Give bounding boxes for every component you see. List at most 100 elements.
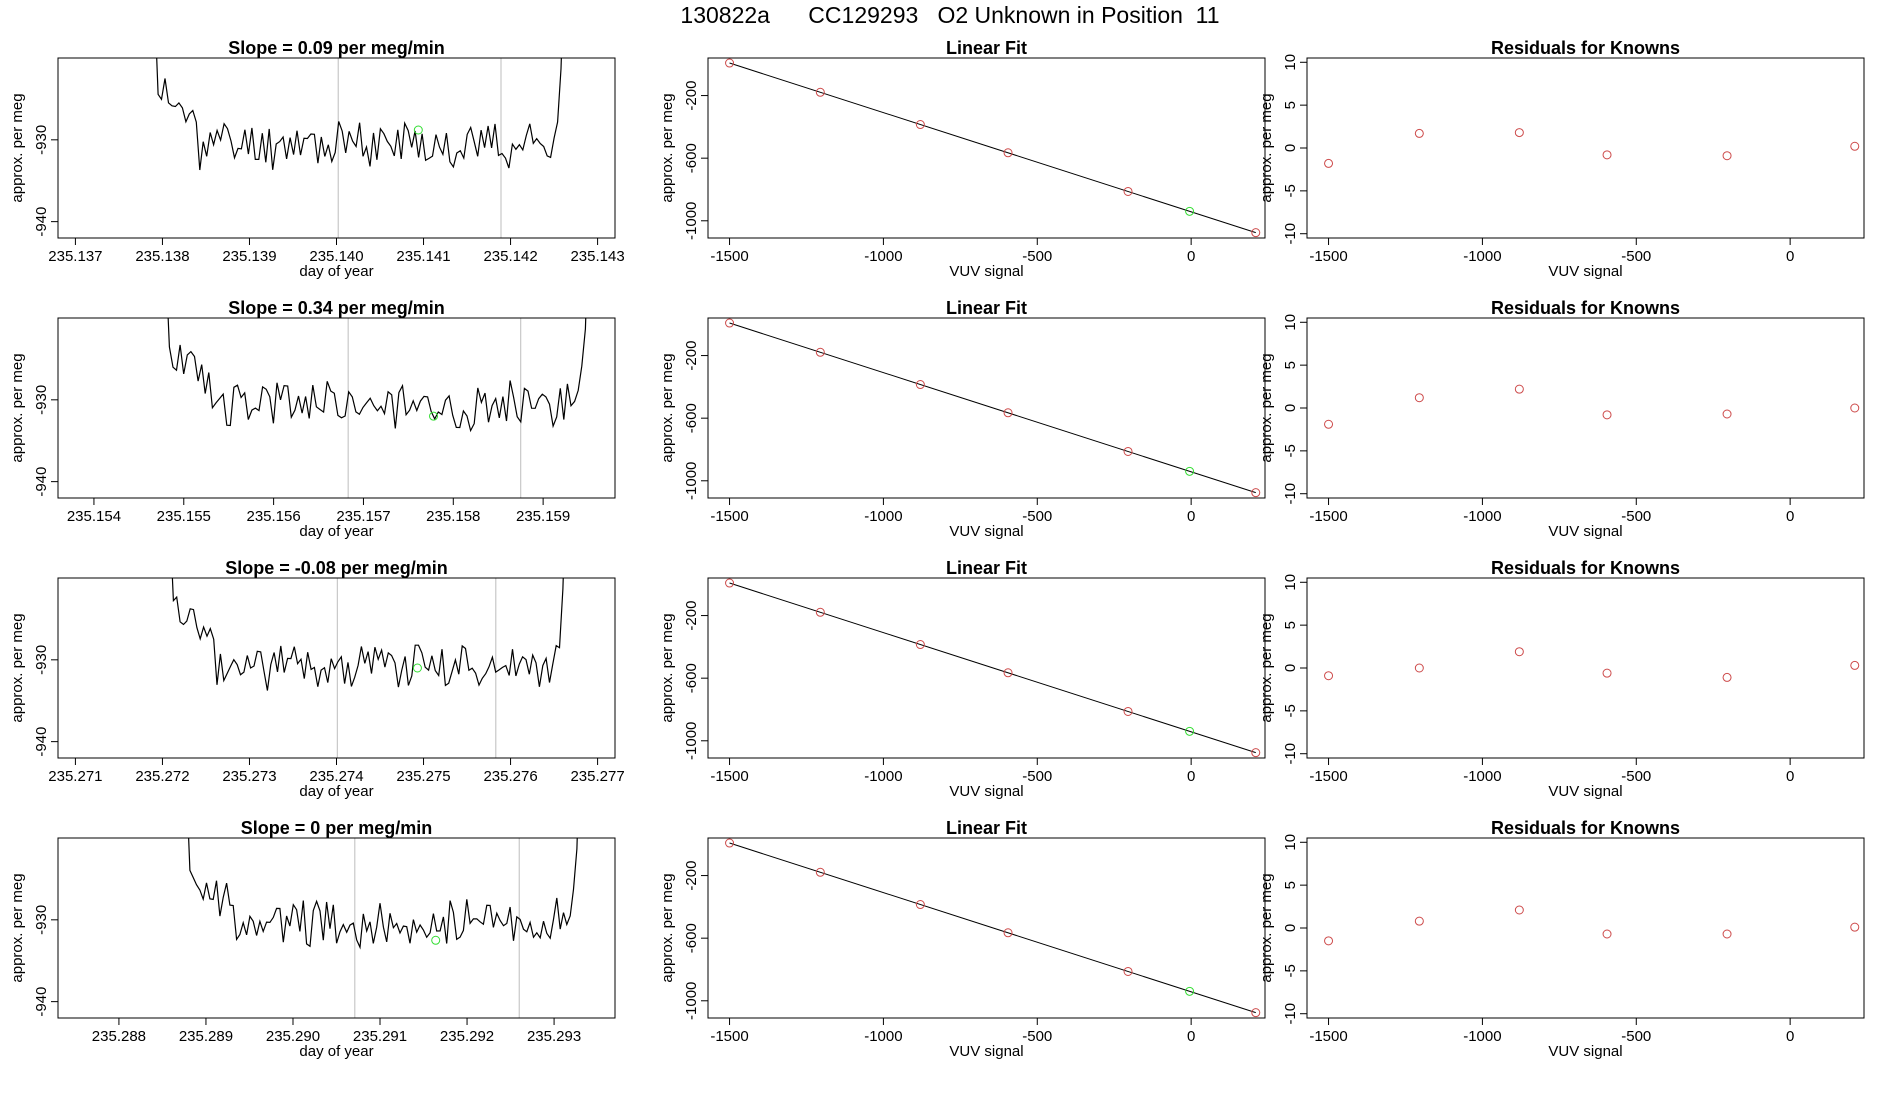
- x-axis-label: VUV signal: [949, 263, 1023, 280]
- plot-area: [171, 578, 564, 758]
- y-axis-label: approx. per meg: [659, 613, 676, 722]
- series-line: [171, 578, 564, 691]
- y-tick-label: -940: [33, 987, 50, 1017]
- y-axis-label: approx. per meg: [9, 93, 26, 202]
- y-axis-label: approx. per meg: [1258, 353, 1275, 462]
- unknown-point: [1185, 206, 1195, 216]
- panel-residuals-4: Residuals for Knowns -1500 -1000 -500 0 -10 -5…: [1258, 818, 1865, 1060]
- y-tick-label: -5: [1282, 704, 1299, 717]
- plot-area: [725, 318, 1261, 498]
- x-tick-label: -1000: [1463, 248, 1501, 265]
- panel-residuals-1: Residuals for Knowns -1500 -1000 -500 0 -10 -5…: [1258, 38, 1865, 280]
- x-tick-label: -1000: [1463, 508, 1501, 525]
- y-tick-label: 10: [1282, 834, 1299, 851]
- x-tick-label: -1000: [864, 1028, 902, 1045]
- y-tick-label: 5: [1282, 101, 1299, 109]
- plot-area: [156, 58, 562, 238]
- x-tick-label: 235.155: [157, 508, 211, 525]
- y-tick-label: 0: [1282, 404, 1299, 412]
- x-tick-label: 235.288: [92, 1028, 146, 1045]
- residual-point: [1602, 929, 1612, 939]
- panel-linear-fit-2: Linear Fit -1500 -1000 -500 0 -200 -600 -1000 VU…: [659, 298, 1266, 540]
- residual-point: [1414, 916, 1424, 926]
- plot-title: Residuals for Knowns: [1491, 298, 1680, 318]
- x-tick-label: -1500: [1309, 508, 1347, 525]
- series-line: [156, 58, 562, 171]
- series-line: [188, 838, 578, 950]
- x-axis-label: day of year: [299, 783, 373, 800]
- residual-point: [1850, 141, 1860, 151]
- known-point: [1251, 748, 1261, 758]
- panel-time-series-3: Slope = -0.08 per meg/min 235.271 235.272 2…: [9, 558, 625, 800]
- x-tick-label: 235.140: [309, 248, 363, 265]
- x-tick-label: -1500: [1309, 1028, 1347, 1045]
- known-point: [815, 347, 825, 357]
- known-point: [1123, 706, 1133, 716]
- y-tick-label: -1000: [683, 462, 700, 500]
- y-tick-label: -10: [1282, 223, 1299, 245]
- residual-point: [1414, 393, 1424, 403]
- plot-area: [1324, 384, 1860, 429]
- page-title: 130822a CC129293 O2 Unknown in Position …: [680, 2, 1220, 28]
- y-tick-label: -10: [1282, 483, 1299, 505]
- known-point: [1251, 228, 1261, 238]
- residual-point: [1324, 671, 1334, 681]
- residual-point: [1514, 384, 1524, 394]
- x-tick-label: -1500: [710, 1028, 748, 1045]
- y-tick-label: -930: [33, 905, 50, 935]
- known-point: [915, 640, 925, 650]
- plot-frame: [707, 57, 1266, 239]
- known-point: [725, 838, 735, 848]
- plot-frame: [1306, 577, 1865, 759]
- residual-point: [1850, 922, 1860, 932]
- x-tick-label: 235.137: [48, 248, 102, 265]
- y-tick-label: 5: [1282, 621, 1299, 629]
- x-tick-label: 0: [1786, 768, 1794, 785]
- x-tick-label: -1000: [1463, 1028, 1501, 1045]
- x-tick-label: 235.289: [179, 1028, 233, 1045]
- x-axis-label: day of year: [299, 523, 373, 540]
- known-point: [1003, 408, 1013, 418]
- x-tick-label: -500: [1022, 768, 1052, 785]
- series-line: [167, 318, 587, 433]
- x-axis-label: VUV signal: [949, 523, 1023, 540]
- x-tick-label: 0: [1786, 248, 1794, 265]
- plot-frame: [707, 837, 1266, 1019]
- x-tick-label: -500: [1022, 508, 1052, 525]
- x-tick-label: -1000: [864, 768, 902, 785]
- known-point: [1251, 488, 1261, 498]
- x-axis-label: VUV signal: [949, 783, 1023, 800]
- residual-point: [1324, 158, 1334, 168]
- plot-title: Residuals for Knowns: [1491, 558, 1680, 578]
- x-tick-label: -1000: [864, 508, 902, 525]
- x-tick-label: -500: [1621, 508, 1651, 525]
- x-tick-label: 235.154: [67, 508, 121, 525]
- y-axis-label: approx. per meg: [1258, 613, 1275, 722]
- plot-area: [725, 58, 1261, 238]
- y-axis-label: approx. per meg: [9, 353, 26, 462]
- x-tick-label: 235.291: [353, 1028, 407, 1045]
- plot-title: Residuals for Knowns: [1491, 38, 1680, 58]
- plot-frame: [1306, 57, 1865, 239]
- unknown-point: [1185, 466, 1195, 476]
- y-tick-label: -1000: [683, 722, 700, 760]
- residual-point: [1722, 151, 1732, 161]
- known-point: [725, 578, 735, 588]
- plot-title: Slope = 0.34 per meg/min: [228, 298, 445, 318]
- y-tick-label: -1000: [683, 982, 700, 1020]
- residual-point: [1514, 128, 1524, 138]
- y-tick-label: -940: [33, 207, 50, 237]
- y-tick-label: -10: [1282, 1003, 1299, 1025]
- y-axis-label: approx. per meg: [659, 873, 676, 982]
- plot-title: Linear Fit: [946, 38, 1027, 58]
- x-tick-label: -1000: [864, 248, 902, 265]
- x-tick-label: -1500: [1309, 768, 1347, 785]
- x-tick-label: 235.277: [570, 768, 624, 785]
- x-tick-label: 235.290: [266, 1028, 320, 1045]
- x-tick-label: 235.158: [426, 508, 480, 525]
- y-axis-label: approx. per meg: [9, 873, 26, 982]
- known-point: [725, 318, 735, 328]
- y-axis-label: approx. per meg: [659, 353, 676, 462]
- panel-time-series-4: Slope = 0 per meg/min 235.288 235.289 235.2…: [9, 818, 616, 1060]
- y-tick-label: -940: [33, 467, 50, 497]
